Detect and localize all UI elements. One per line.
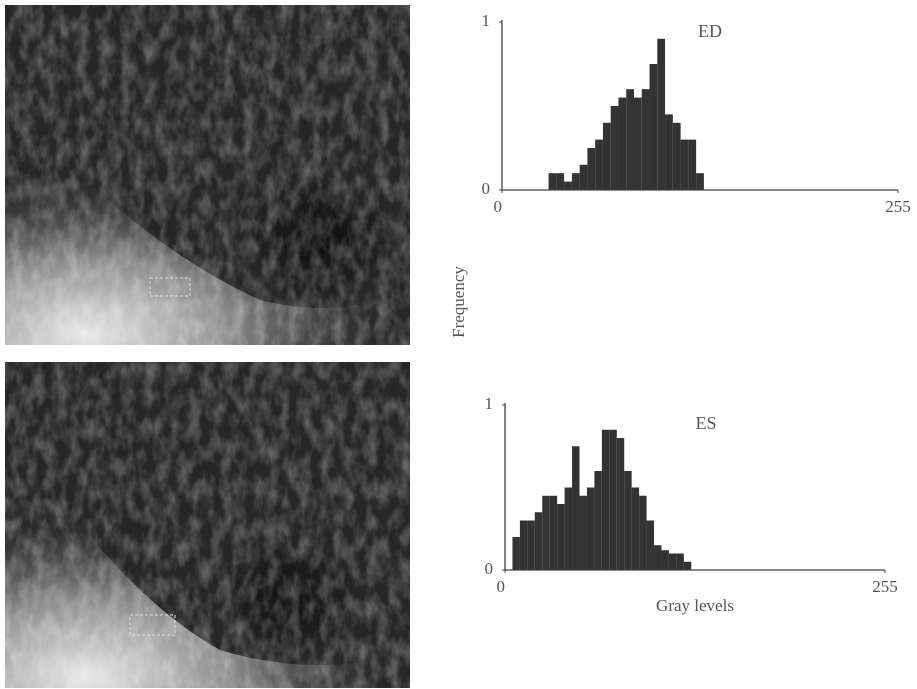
bar — [668, 553, 677, 570]
y-tick-label: 1 — [482, 11, 491, 30]
bar — [680, 139, 689, 190]
bar — [519, 520, 528, 570]
bar — [639, 495, 647, 570]
x-tick-label: 0 — [494, 197, 503, 216]
bar — [564, 181, 572, 190]
bar — [610, 106, 619, 190]
bar — [649, 64, 658, 190]
bar — [549, 495, 558, 570]
x-axis-label: Gray levels — [656, 596, 734, 615]
bar — [579, 164, 588, 190]
bar — [542, 495, 550, 570]
bar — [601, 429, 610, 570]
bar — [696, 173, 704, 190]
x-tick-label: 0 — [497, 577, 506, 596]
chart-title: ED — [698, 21, 722, 41]
bar — [624, 471, 632, 570]
echo-image-es — [5, 362, 410, 688]
bar — [527, 520, 535, 570]
bar — [571, 173, 580, 190]
bar — [646, 520, 655, 570]
bar — [616, 438, 625, 570]
x-tick-label: 255 — [885, 197, 911, 216]
bar — [657, 38, 666, 190]
bar — [587, 148, 596, 190]
chart-title: ES — [695, 413, 716, 433]
y-tick-label: 1 — [485, 394, 494, 413]
bar — [618, 97, 627, 190]
bar — [688, 139, 697, 190]
x-tick-label: 255 — [872, 577, 898, 596]
bar — [631, 487, 640, 570]
bar — [641, 89, 650, 190]
bar — [548, 173, 557, 190]
echo-image-ed — [5, 5, 410, 345]
y-axis-label: Frequency — [449, 266, 468, 338]
bar — [609, 429, 617, 570]
bar — [661, 550, 669, 570]
bar — [634, 97, 642, 190]
bar — [676, 553, 684, 570]
bar — [512, 537, 520, 570]
bar — [534, 512, 543, 570]
bar — [594, 471, 602, 570]
y-tick-label: 0 — [482, 179, 491, 198]
y-tick-label: 0 — [485, 559, 494, 578]
bar — [556, 173, 565, 190]
bar — [654, 545, 662, 570]
bar — [672, 122, 681, 190]
bar — [683, 561, 692, 570]
bar — [572, 446, 580, 570]
bar — [586, 487, 595, 570]
bar — [595, 139, 603, 190]
bar — [665, 114, 673, 190]
bar — [579, 495, 587, 570]
bar — [602, 122, 611, 190]
bar — [557, 504, 565, 570]
bar — [564, 487, 573, 570]
bar — [626, 89, 634, 190]
